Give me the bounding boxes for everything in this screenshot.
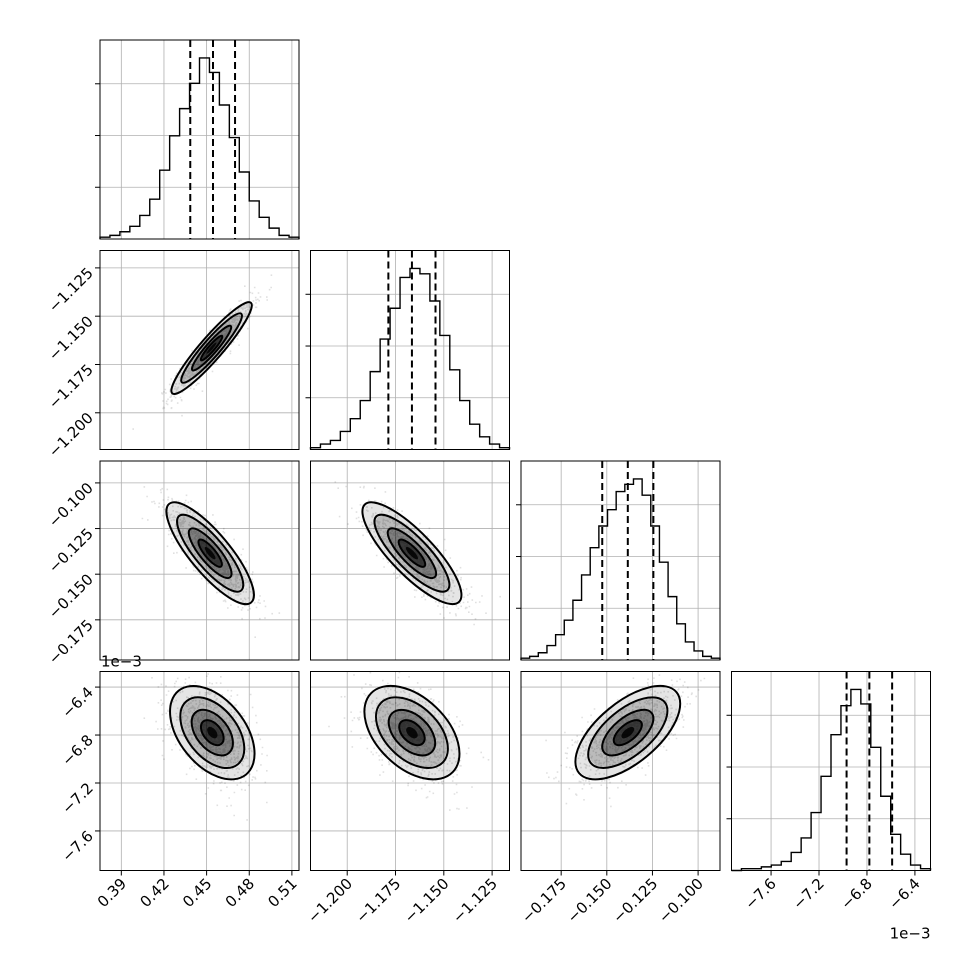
- contour-line: [170, 301, 253, 396]
- panel-frame: [520, 460, 721, 661]
- contour-line: [363, 684, 461, 781]
- density-layer: [328, 671, 490, 811]
- contour-line: [601, 708, 655, 757]
- contour-line: [386, 527, 438, 580]
- histogram: [520, 478, 721, 660]
- histogram: [309, 267, 511, 450]
- x-tick-label: 0.48: [222, 875, 258, 911]
- y-tick-label: −6.4: [58, 683, 96, 721]
- hist-panel-0: [95, 39, 300, 240]
- panel-frame: [99, 39, 300, 240]
- x-tick-label: 0.42: [136, 875, 172, 911]
- contour-line: [190, 708, 234, 757]
- contour-line: [361, 501, 463, 606]
- x-tick-label: −1.150: [401, 875, 453, 927]
- histogram: [99, 57, 300, 239]
- density-layer: [141, 486, 281, 638]
- contour-line: [387, 708, 437, 757]
- pair-panel-3-2: [520, 671, 721, 871]
- density-fill: [621, 726, 635, 739]
- x-tick-label: 0.39: [94, 875, 130, 911]
- hist-panel-3: [726, 671, 932, 872]
- contour-line: [398, 719, 426, 747]
- panel-frame: [99, 460, 300, 661]
- contour-line: [197, 538, 223, 568]
- y-tick-label: −1.200: [45, 409, 97, 461]
- density-layer: [132, 274, 273, 430]
- y-tick-label: −6.8: [58, 731, 96, 769]
- density-fill: [406, 726, 418, 739]
- x-tick-label: −7.2: [789, 875, 827, 913]
- contour-line: [179, 696, 246, 769]
- contour-line: [169, 684, 256, 781]
- y-tick-label: −1.150: [45, 312, 97, 364]
- x-tick-label: −0.100: [655, 875, 707, 927]
- y-tick-label: −0.150: [45, 570, 97, 622]
- contour-line: [199, 719, 225, 747]
- pair-panel-3-1: [310, 671, 510, 871]
- y-tick-label: −1.125: [45, 264, 97, 316]
- pair-panel-2-0: [99, 460, 300, 661]
- pair-panel-1-0: [99, 250, 300, 450]
- pair-panel-3-0: [99, 671, 300, 871]
- density-layer: [545, 674, 706, 808]
- contour-line: [187, 527, 233, 580]
- y-tick-label: −7.6: [58, 827, 96, 865]
- panel-frame: [731, 671, 931, 871]
- panel-frame: [99, 250, 300, 450]
- density-fill: [405, 546, 418, 560]
- panel-frame: [520, 671, 721, 871]
- contour-line: [165, 501, 255, 606]
- panel-frame: [310, 460, 510, 661]
- x-tick-label: −7.6: [741, 875, 779, 913]
- contour-line: [180, 312, 243, 384]
- contour-line: [587, 696, 669, 769]
- density-layer: [143, 673, 268, 821]
- contour-line: [397, 538, 427, 568]
- panel-frame: [310, 671, 510, 871]
- density-fill: [207, 726, 218, 739]
- x-tick-label: −0.175: [518, 875, 570, 927]
- contour-line: [574, 684, 682, 781]
- panel-frame: [99, 671, 300, 871]
- x-tick-label: −6.8: [837, 875, 875, 913]
- y-multiplier-label: 1e−3: [101, 653, 142, 671]
- x-tick-label: −0.125: [609, 875, 661, 927]
- pair-panel-2-1: [310, 460, 510, 661]
- y-tick-label: −1.175: [45, 361, 97, 413]
- density-fill: [204, 546, 216, 560]
- x-tick-label: 0.45: [179, 875, 215, 911]
- hist-panel-1: [305, 250, 511, 450]
- x-tick-label: −1.125: [449, 875, 501, 927]
- y-tick-label: −7.2: [58, 779, 96, 817]
- x-tick-label: −1.175: [352, 875, 404, 927]
- panel-frame: [310, 250, 510, 450]
- y-tick-label: −0.125: [45, 525, 97, 577]
- y-tick-label: −0.100: [45, 479, 97, 531]
- contour-line: [373, 513, 451, 593]
- x-tick-label: −6.4: [885, 875, 923, 913]
- contour-line: [612, 719, 643, 747]
- density-layer: [334, 481, 501, 626]
- contour-line: [374, 696, 449, 769]
- x-tick-label: −0.150: [564, 875, 616, 927]
- contour-line: [199, 334, 224, 362]
- density-fill: [206, 342, 217, 354]
- hist-panel-2: [516, 460, 721, 661]
- contour-line: [190, 324, 233, 372]
- y-tick-label: −0.175: [45, 616, 97, 668]
- x-tick-label: −1.200: [304, 875, 356, 927]
- histogram: [731, 688, 932, 872]
- contour-line: [176, 513, 245, 593]
- x-tick-label: 0.51: [264, 875, 300, 911]
- x-multiplier-label: 1e−3: [890, 925, 931, 943]
